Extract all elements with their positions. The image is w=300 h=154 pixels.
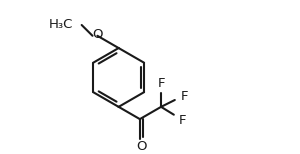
Text: O: O (136, 140, 147, 153)
Text: F: F (181, 90, 188, 103)
Text: F: F (179, 114, 186, 127)
Text: O: O (92, 28, 103, 41)
Text: H₃C: H₃C (49, 18, 73, 30)
Text: F: F (157, 77, 165, 90)
